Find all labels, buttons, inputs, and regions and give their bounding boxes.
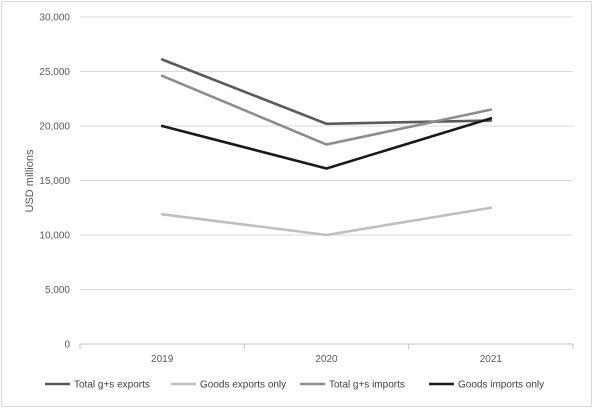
y-tick-label: 0: [64, 340, 70, 351]
legend-label: Total g+s imports: [329, 380, 405, 391]
legend: Total g+s exports Goods exports only Total…: [45, 380, 544, 391]
y-axis-label: USD millions: [24, 149, 36, 212]
gridlines: [80, 16, 573, 290]
series-line-1: [160, 58, 493, 126]
x-tick-label: 2021: [480, 354, 503, 365]
y-axis-ticks: 0 5,000 10,000 15,000 20,000 25,000 30,000: [39, 13, 70, 351]
y-tick-label: 25,000: [39, 67, 70, 78]
legend-label: Total g+s exports: [74, 380, 150, 391]
x-tick-label: 2020: [315, 354, 338, 365]
y-tick-label: 15,000: [39, 176, 70, 187]
y-tick-label: 10,000: [39, 231, 70, 242]
series-lines: [160, 58, 493, 237]
y-tick-label: 5,000: [45, 285, 70, 296]
y-tick-label: 20,000: [39, 122, 70, 133]
legend-label: Goods imports only: [458, 380, 544, 391]
x-tick-label: 2019: [151, 354, 174, 365]
legend-label: Goods exports only: [200, 380, 286, 391]
series-line-2: [160, 206, 493, 237]
x-axis: 2019 2020 2021: [79, 343, 574, 365]
y-tick-label: 30,000: [39, 13, 70, 24]
